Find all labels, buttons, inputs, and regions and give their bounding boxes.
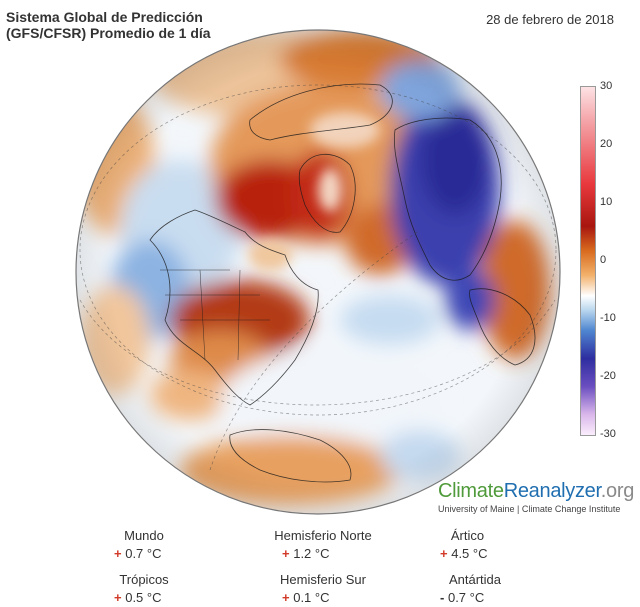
colorbar-tick: 0 xyxy=(600,254,607,266)
stat-hemisferio-norte: Hemisferio Norte + 1.2 °C xyxy=(268,528,418,561)
title-line-1: Sistema Global de Predicción xyxy=(6,9,203,25)
colorbar-legend: 30 20 10 0 -10 -20 -30 xyxy=(580,80,632,442)
logo-subtitle: University of Maine | Climate Change Ins… xyxy=(438,504,621,514)
stat-label: Hemisferio Norte xyxy=(274,528,372,543)
globe-outline xyxy=(75,29,561,515)
colorbar-tick: -20 xyxy=(600,370,616,382)
colorbar-tick: 30 xyxy=(600,80,613,92)
stat-antartida: Antártida - 0.7 °C xyxy=(440,572,590,605)
stat-value: + 0.1 °C xyxy=(282,590,330,605)
colorbar-tick: -30 xyxy=(600,428,616,440)
title-line-2: (GFS/CFSR) Promedio de 1 día xyxy=(6,25,211,41)
map-date: 28 de febrero de 2018 xyxy=(486,12,614,27)
stat-artico: Ártico + 4.5 °C xyxy=(440,528,590,561)
stat-value: - 0.7 °C xyxy=(440,590,485,605)
logo-wordmark: ClimateReanalyzer.org xyxy=(438,480,635,502)
globe-shading xyxy=(76,30,560,514)
climate-reanalyzer-logo[interactable]: ClimateReanalyzer.org University of Main… xyxy=(438,480,634,514)
stat-label: Trópicos xyxy=(119,572,169,587)
stat-value: + 4.5 °C xyxy=(440,546,488,561)
map-title: Sistema Global de Predicción (GFS/CFSR) … xyxy=(6,9,211,41)
stat-value: + 0.5 °C xyxy=(114,590,162,605)
stat-label: Ártico xyxy=(450,528,485,543)
stat-value: + 0.7 °C xyxy=(114,546,162,561)
stat-hemisferio-sur: Hemisferio Sur + 0.1 °C xyxy=(268,572,418,605)
stat-value: + 1.2 °C xyxy=(282,546,330,561)
colorbar-tick: -10 xyxy=(600,312,616,324)
colorbar-gradient xyxy=(580,86,596,436)
stat-label: Antártida xyxy=(448,572,502,587)
stat-label: Hemisferio Sur xyxy=(280,572,366,587)
stat-mundo: Mundo + 0.7 °C xyxy=(114,528,264,561)
stat-label: Mundo xyxy=(124,528,164,543)
stat-tropicos: Trópicos + 0.5 °C xyxy=(114,572,264,605)
colorbar-tick: 20 xyxy=(600,138,613,150)
colorbar-tick: 10 xyxy=(600,196,613,208)
